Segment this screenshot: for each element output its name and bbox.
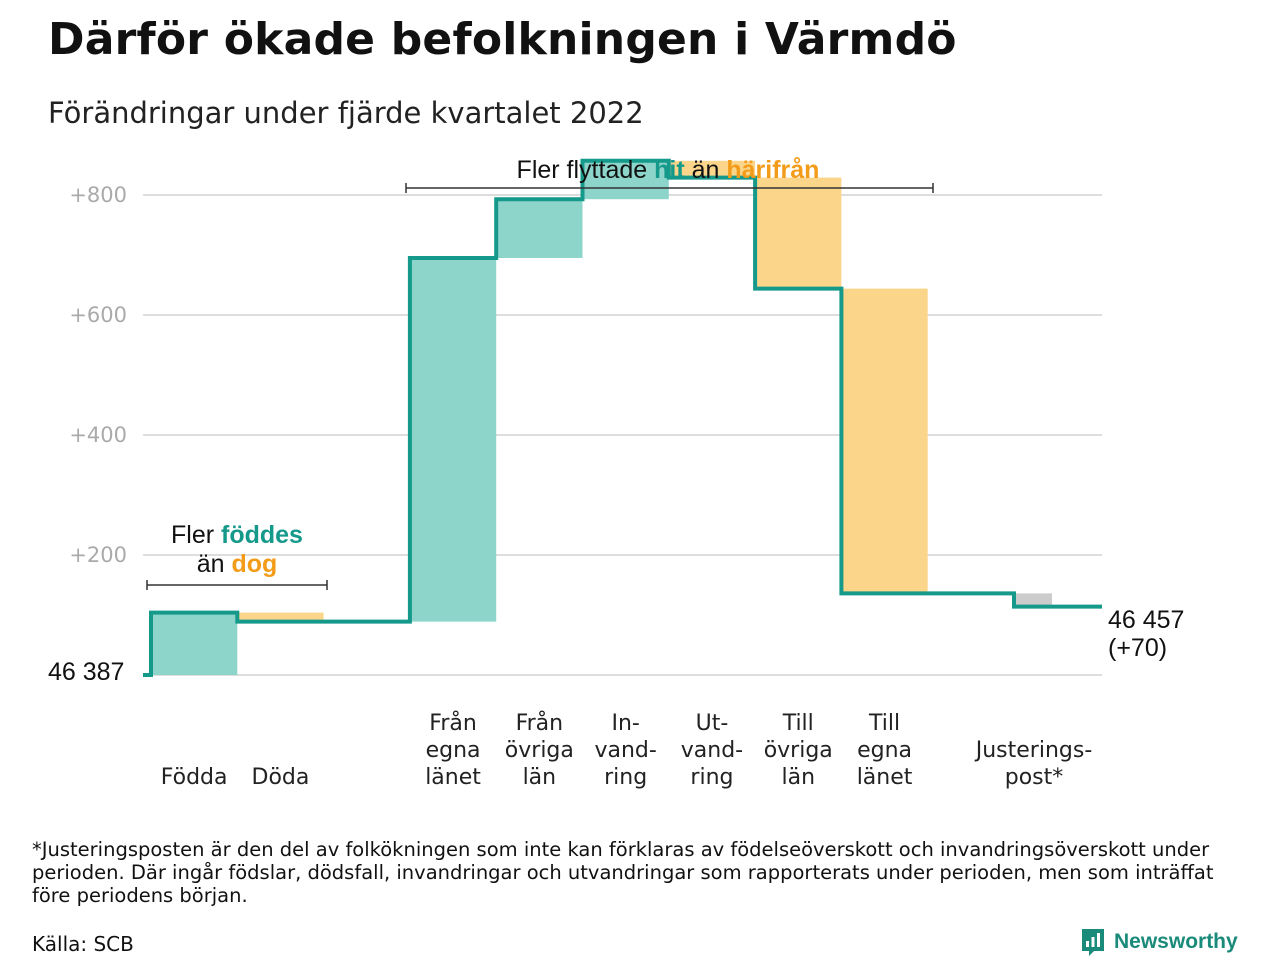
bar-increase — [409, 258, 497, 622]
gridlines: +200 +400 +600 +800 — [69, 183, 1102, 676]
end-value-label: 46 457 — [1108, 606, 1184, 634]
bar-decrease — [841, 288, 928, 594]
category-label: Till — [868, 711, 900, 736]
bars — [151, 160, 1052, 675]
y-tick-label: +600 — [69, 303, 127, 327]
category-label: län — [781, 765, 815, 790]
category-label: Döda — [252, 765, 310, 790]
category-label: län — [523, 765, 557, 790]
annotation-births-highlight: föddes — [221, 521, 303, 549]
category-label: Till — [782, 711, 814, 736]
bar-decrease — [755, 177, 842, 289]
bar-decrease — [237, 612, 324, 622]
category-label: vand- — [594, 738, 656, 763]
category-label: länet — [425, 765, 481, 790]
chart-subtitle: Förändringar under fjärde kvartalet 2022 — [48, 96, 644, 130]
category-label: Justerings- — [974, 738, 1093, 763]
category-label: egna — [857, 738, 912, 763]
brand-logo: Newsworthy — [1080, 926, 1238, 958]
category-label: Födda — [161, 765, 228, 790]
cumulative-step-line — [143, 158, 1102, 677]
svg-text:Fler föddes: Fler föddes — [171, 521, 303, 549]
category-label: vand- — [681, 738, 743, 763]
svg-text:än dog: än dog — [197, 550, 278, 578]
annotation-migration-highlight-out: härifrån — [726, 156, 819, 184]
category-label: post* — [1005, 765, 1064, 790]
y-tick-label: +200 — [69, 543, 127, 567]
cumulative-line — [143, 158, 1102, 677]
source-label: Källa: SCB — [32, 932, 134, 956]
newsworthy-logo-icon — [1082, 929, 1104, 956]
end-change-label: (+70) — [1108, 634, 1167, 662]
bar-decrease — [668, 160, 756, 178]
category-label: Från — [516, 710, 564, 736]
y-tick-label: +800 — [69, 183, 127, 207]
category-label: Från — [429, 710, 477, 736]
y-tick-label: +400 — [69, 423, 127, 447]
bar-increase — [582, 160, 669, 200]
bar-increase — [151, 612, 238, 675]
waterfall-chart: +200+400+600+800 Födda DödaFrånegnalänetF… — [48, 156, 1184, 790]
category-labels: Födda DödaFrånegnalänetFrånövrigalänIn-va… — [161, 710, 1092, 790]
brand-name: Newsworthy — [1114, 930, 1238, 953]
annotation-migration: Fler flyttade hit än härifrån — [405, 156, 934, 193]
bar-adjustment — [1016, 593, 1052, 607]
chart-title: Därför ökade befolkningen i Värmdö — [48, 14, 957, 65]
category-label: Ut- — [696, 711, 729, 736]
annotation-births-text-2: än — [197, 550, 232, 578]
category-label: länet — [857, 765, 913, 790]
bar-increase — [496, 199, 583, 258]
footnote: *Justeringsposten är den del av folkökni… — [32, 838, 1214, 907]
annotation-migration-highlight-in: hit — [654, 156, 685, 184]
annotation-births-text: Fler — [171, 521, 221, 549]
annotation-deaths-highlight: dog — [231, 550, 277, 578]
category-label: egna — [426, 738, 481, 763]
annotation-births: Fler föddes än dog — [146, 521, 328, 590]
annotation-migration-text: Fler flyttade — [517, 156, 655, 184]
category-label: In- — [611, 711, 639, 736]
category-label: övriga — [764, 738, 833, 763]
svg-text:Fler flyttade hit än härifrån: Fler flyttade hit än härifrån — [517, 156, 820, 184]
category-label: övriga — [505, 738, 574, 763]
annotation-migration-text-2: än — [685, 156, 727, 184]
start-value-label: 46 387 — [48, 658, 124, 686]
category-label: ring — [604, 765, 647, 790]
category-label: ring — [690, 765, 733, 790]
